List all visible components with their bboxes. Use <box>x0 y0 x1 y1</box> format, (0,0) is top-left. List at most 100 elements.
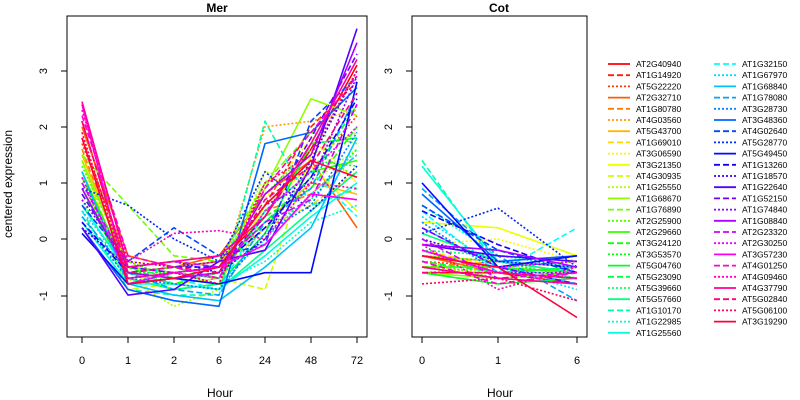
legend-label-at3g24120: AT3G24120 <box>636 238 681 248</box>
series-line-mer-at4g37790 <box>81 59 358 268</box>
legend-label-at2g32710: AT2G32710 <box>636 93 681 103</box>
series-line-mer-at1g74840 <box>81 75 358 268</box>
legend-label-at1g22640: AT1G22640 <box>742 182 787 192</box>
legend-label-at5g23090: AT5G23090 <box>636 272 681 282</box>
series-line-mer-at4g01250 <box>81 75 358 280</box>
y-tick-label-cot-0: 0 <box>383 236 395 242</box>
x-tick-label-mer-48: 48 <box>305 355 317 367</box>
y-tick-label-cot-1: 1 <box>383 180 395 186</box>
x-tick-label-cot-6: 6 <box>574 355 580 367</box>
legend-label-at1g80780: AT1G80780 <box>636 104 681 114</box>
series-line-cot-at5g02840 <box>422 271 578 280</box>
legend-label-at1g22985: AT1G22985 <box>636 317 681 327</box>
x-tick-label-cot-0: 0 <box>419 355 425 367</box>
x-axis-title-cot: Hour <box>487 386 513 400</box>
legend-label-at1g14920: AT1G14920 <box>636 70 681 80</box>
legend-label-at2g23320: AT2G23320 <box>742 227 787 237</box>
legend-label-at1g76890: AT1G76890 <box>636 205 681 215</box>
legend-label-at5g39660: AT5G39660 <box>636 283 681 293</box>
x-axis-mer: 0 1 2 6 24 48 72 <box>79 336 363 367</box>
series-line-mer-at5g06100 <box>81 70 358 285</box>
legend-label-at1g78080: AT1G78080 <box>742 93 787 103</box>
legend-label-at5g49450: AT5G49450 <box>742 149 787 159</box>
legend-label-at4g01250: AT4G01250 <box>742 261 787 271</box>
series-line-mer-at1g13260 <box>81 98 358 274</box>
legend-label-at1g10170: AT1G10170 <box>636 305 681 315</box>
legend-label-at2g40940: AT2G40940 <box>636 59 681 69</box>
series-line-cot-at1g18570 <box>421 238 578 268</box>
legend-label-at1g25560: AT1G25560 <box>636 328 681 338</box>
series-line-cot-at1g22640 <box>421 243 578 263</box>
series-line-mer-at5g39660 <box>81 148 358 285</box>
x-tick-label-mer-24: 24 <box>259 355 271 367</box>
legend-label-at5g02840: AT5G02840 <box>742 294 787 304</box>
legend-label-at3g19290: AT3G19290 <box>742 317 787 327</box>
panel-title-mer: Mer <box>206 1 228 15</box>
series-line-cot-at3g48360 <box>421 193 578 263</box>
legend: AT2G40940AT1G14920AT5G22220AT2G32710AT1G… <box>608 59 787 338</box>
legend-label-at3g21350: AT3G21350 <box>636 160 681 170</box>
y-tick-label-cot--1: -1 <box>383 291 395 301</box>
x-tick-label-mer-0: 0 <box>79 355 85 367</box>
y-axis-mer: -1 0 1 2 3 <box>38 68 68 301</box>
legend-label-at1g18570: AT1G18570 <box>742 171 787 181</box>
y-tick-label-mer-0: 0 <box>38 236 50 242</box>
y-axis-cot: -1 0 1 2 3 <box>383 68 413 301</box>
legend-label-at5g04760: AT5G04760 <box>636 261 681 271</box>
legend-label-at2g30250: AT2G30250 <box>742 238 787 248</box>
series-line-cot-at1g32150 <box>421 210 578 274</box>
legend-label-at4g30935: AT4G30935 <box>636 171 681 181</box>
series-line-mer-at5g02840 <box>81 92 358 274</box>
legend-label-at3g48360: AT3G48360 <box>742 115 787 125</box>
legend-label-at1g08840: AT1G08840 <box>742 216 787 226</box>
x-tick-label-cot-1: 1 <box>495 355 501 367</box>
x-tick-label-mer-72: 72 <box>351 355 363 367</box>
series-line-cot-at5g28770 <box>421 207 578 268</box>
legend-label-at1g52150: AT1G52150 <box>742 193 787 203</box>
legend-label-at1g69010: AT1G69010 <box>636 137 681 147</box>
series-line-mer-at3g19290 <box>81 137 358 285</box>
legend-label-at1g32150: AT1G32150 <box>742 59 787 69</box>
legend-label-at1g67970: AT1G67970 <box>742 70 787 80</box>
series-layer-cot <box>421 160 578 319</box>
legend-label-at1g68670: AT1G68670 <box>636 193 681 203</box>
y-tick-label-cot-2: 2 <box>383 124 395 130</box>
legend-label-at3g06590: AT3G06590 <box>636 149 681 159</box>
panel-title-cot: Cot <box>489 1 509 15</box>
legend-label-at4g37790: AT4G37790 <box>742 283 787 293</box>
panel-cot: Cot 0 1 6 -1 0 1 2 3 Hour <box>383 1 588 400</box>
x-axis-title-mer: Hour <box>207 386 233 400</box>
series-line-mer-at2g30250 <box>81 126 358 280</box>
legend-label-at2g25900: AT2G25900 <box>636 216 681 226</box>
legend-label-at1g74840: AT1G74840 <box>742 205 787 215</box>
series-line-cot-at1g25560 <box>421 165 578 268</box>
y-tick-label-mer--1: -1 <box>38 291 50 301</box>
panel-mer: Mer 0 1 2 6 24 48 72 -1 0 1 2 3 Hour <box>38 1 368 400</box>
y-tick-label-mer-3: 3 <box>38 68 50 74</box>
y-tick-label-mer-2: 2 <box>38 124 50 130</box>
series-line-mer-at4g09460 <box>81 109 358 263</box>
legend-label-at2g29660: AT2G29660 <box>636 227 681 237</box>
series-line-cot-at5g06100 <box>421 277 578 302</box>
legend-label-at5g43700: AT5G43700 <box>636 126 681 136</box>
y-axis-title: centered expression <box>1 130 15 238</box>
legend-label-at1g13260: AT1G13260 <box>742 160 787 170</box>
legend-label-at4g09460: AT4G09460 <box>742 272 787 282</box>
series-line-mer-at1g68670 <box>81 98 358 274</box>
legend-label-at4g02640: AT4G02640 <box>742 126 787 136</box>
series-line-cot-at4g02640 <box>421 204 578 274</box>
series-line-cot-at3g19290 <box>421 255 578 319</box>
x-tick-label-mer-6: 6 <box>216 355 222 367</box>
legend-label-at1g68840: AT1G68840 <box>742 81 787 91</box>
y-tick-label-mer-1: 1 <box>38 180 50 186</box>
legend-label-at5g06100: AT5G06100 <box>742 305 787 315</box>
x-tick-label-mer-2: 2 <box>171 355 177 367</box>
legend-label-at3g53570: AT3G53570 <box>636 249 681 259</box>
series-layer-mer <box>81 28 358 308</box>
legend-label-at4g03560: AT4G03560 <box>636 115 681 125</box>
series-line-cot-at5g04760 <box>421 271 578 285</box>
legend-label-at5g57660: AT5G57660 <box>636 294 681 304</box>
y-tick-label-cot-3: 3 <box>383 68 395 74</box>
x-tick-label-mer-1: 1 <box>125 355 131 367</box>
